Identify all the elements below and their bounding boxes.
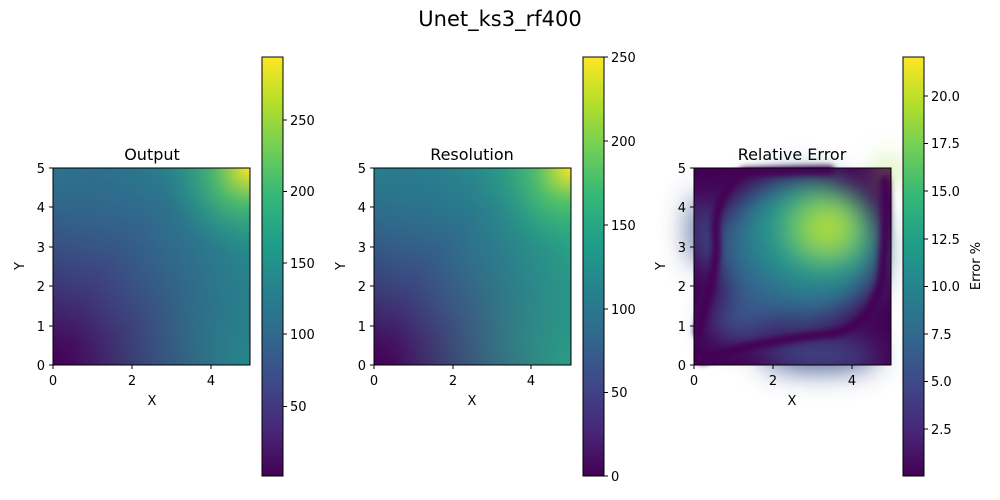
panel-output-ytick-label: 5: [37, 162, 45, 177]
panel-relative-error-ytick-label: 2: [678, 280, 686, 295]
panel-relative-error-colorbar: 2.5 5.0 7.5 10.0 12.5 15.0 17.5 20.0 Err…: [902, 56, 984, 477]
panel-resolution-heatmap-bottomright-glow: [374, 168, 571, 365]
panel-relative-error-xtick-label: 2: [769, 374, 777, 389]
panel-relative-error-x-ticks: 0 2 4: [690, 365, 856, 389]
panel-output-x-ticks: 0 2 4: [49, 365, 215, 389]
panel-output-xtick-label: 4: [207, 374, 215, 389]
panel-resolution-ylabel: Y: [334, 262, 349, 271]
panel-output: Output 0 2 4 0 1 2 3 4 5: [13, 56, 315, 477]
panel-relative-error-colorbar-tick: 7.5: [931, 328, 952, 343]
panel-relative-error-colorbar-tick: 17.5: [931, 137, 960, 152]
panel-relative-error-colorbar-tick: 10.0: [931, 280, 960, 295]
panel-output-colorbar-tick: 150: [290, 257, 315, 272]
error-left-lobe: [690, 195, 710, 265]
panel-relative-error-frame: [693, 167, 892, 366]
panel-relative-error-ytick-label: 0: [678, 359, 686, 374]
panel-resolution-ytick-label: 3: [358, 241, 366, 256]
panel-relative-error-colorbar-tick: 2.5: [931, 423, 952, 438]
panel-resolution-xtick-label: 4: [527, 374, 535, 389]
panel-relative-error-colorbar-tick: 15.0: [931, 185, 960, 200]
panel-output-colorbar: 50 100 150 200 250: [261, 56, 315, 477]
panel-resolution-colorbar-gradient: [583, 57, 604, 476]
panel-relative-error-heatmap: [690, 162, 898, 370]
panel-resolution-colorbar: 0 50 100 150 200 250: [582, 51, 636, 485]
panel-relative-error-ytick-label: 3: [678, 241, 686, 256]
panel-output-xtick-label: 0: [49, 374, 57, 389]
error-band-peak: [808, 210, 848, 246]
panel-resolution-ytick-label: 4: [358, 201, 366, 216]
panel-output-xtick-label: 2: [128, 374, 136, 389]
panel-resolution-x-ticks: 0 2 4: [370, 365, 535, 389]
panel-resolution-y-ticks: 0 1 2 3 4 5: [358, 162, 374, 374]
panel-resolution-colorbar-tick: 200: [611, 135, 636, 150]
panel-resolution-colorbar-tick: 250: [611, 51, 636, 66]
panel-relative-error-y-ticks: 0 1 2 3 4 5: [678, 162, 694, 374]
panel-output-ylabel: Y: [13, 262, 28, 271]
panel-resolution-xtick-label: 0: [370, 374, 378, 389]
panel-output-colorbar-tick: 50: [290, 400, 307, 415]
panel-output-colorbar-tick: 100: [290, 328, 315, 343]
panel-resolution-colorbar-tick: 50: [611, 386, 628, 401]
panel-output-y-ticks: 0 1 2 3 4 5: [37, 162, 53, 374]
panel-resolution-colorbar-tick: 100: [611, 303, 636, 318]
panel-relative-error-ytick-label: 5: [678, 162, 686, 177]
panel-output-colorbar-gradient: [262, 57, 283, 476]
panel-resolution-colorbar-tick: 0: [611, 470, 619, 485]
panel-relative-error-colorbar-tick: 20.0: [931, 90, 960, 105]
panel-relative-error-ytick-label: 1: [678, 320, 686, 335]
error-lowleft-lobe: [710, 298, 770, 342]
panel-resolution-xtick-label: 2: [449, 374, 457, 389]
panel-output-xlabel: X: [148, 394, 157, 409]
panel-relative-error-ylabel: Y: [654, 262, 669, 271]
panel-resolution-heatmap: [374, 168, 571, 365]
panel-output-heatmap: [53, 168, 250, 365]
panel-relative-error-xtick-label: 4: [848, 374, 856, 389]
panel-output-frame: [52, 167, 251, 366]
panel-resolution-xlabel: X: [468, 394, 477, 409]
panel-output-ytick-label: 0: [37, 359, 45, 374]
panel-relative-error-colorbar-label: Error %: [969, 242, 984, 290]
panel-resolution-ytick-label: 2: [358, 280, 366, 295]
panel-relative-error-field: [690, 162, 898, 370]
panel-relative-error-colorbar-gradient: [903, 57, 924, 476]
panel-output-title: Output: [124, 145, 180, 164]
panel-relative-error-xtick-label: 0: [690, 374, 698, 389]
panel-output-colorbar-tick: 250: [290, 114, 315, 129]
panel-resolution-ytick-label: 5: [358, 162, 366, 177]
panel-resolution-frame: [373, 167, 572, 366]
panel-output-ytick-label: 1: [37, 320, 45, 335]
panel-output-colorbar-tick: 200: [290, 185, 315, 200]
panel-resolution-title: Resolution: [430, 145, 514, 164]
panel-relative-error: Relative Error 0 2: [654, 56, 984, 477]
panel-relative-error-ytick-label: 4: [678, 201, 686, 216]
panel-relative-error-colorbar-tick: 12.5: [931, 233, 960, 248]
panel-output-heatmap-bottomright-glow: [53, 168, 250, 365]
panel-output-ytick-label: 3: [37, 241, 45, 256]
panel-output-ytick-label: 4: [37, 201, 45, 216]
panel-resolution-ytick-label: 0: [358, 359, 366, 374]
panel-relative-error-colorbar-tick: 5.0: [931, 375, 952, 390]
panel-relative-error-title: Relative Error: [738, 145, 847, 164]
panel-resolution: Resolution 0 2 4 0 1 2 3 4: [334, 51, 636, 485]
panel-output-ytick-label: 2: [37, 280, 45, 295]
error-bottom-lobe: [760, 340, 880, 370]
panel-resolution-ytick-label: 1: [358, 320, 366, 335]
panel-relative-error-zero-contours: [693, 165, 891, 365]
figure-suptitle: Unet_ks3_rf400: [418, 7, 581, 32]
panel-resolution-colorbar-tick: 150: [611, 219, 636, 234]
panel-relative-error-xlabel: X: [788, 394, 797, 409]
